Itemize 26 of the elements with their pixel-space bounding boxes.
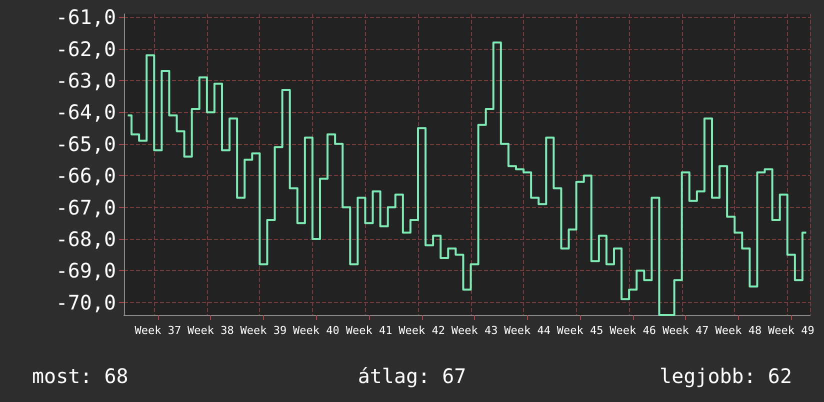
y-tick-label: -68,0 (56, 226, 116, 251)
x-tick-label: Week 49 (768, 324, 814, 337)
x-tick-label: Week 47 (662, 324, 709, 337)
x-tick-label: Week 40 (293, 324, 340, 337)
text: legjobb: 62 (660, 364, 792, 388)
x-tick-label: Week 39 (240, 324, 287, 337)
text: most: 68 (32, 364, 128, 388)
y-tick-label: -61,0 (56, 5, 116, 30)
x-tick-label: Week 41 (346, 324, 392, 337)
text: átlag: 67 (358, 364, 466, 388)
x-tick-label: Week 38 (188, 324, 234, 337)
y-tick-label: -66,0 (56, 164, 116, 188)
y-tick-label: -64,0 (56, 100, 116, 124)
x-tick-label: Week 37 (134, 324, 182, 337)
y-tick-label: -62,0 (56, 36, 116, 61)
y-tick-label: -67,0 (56, 195, 116, 220)
x-tick-label: Week 44 (504, 324, 551, 337)
x-tick-label: Week 48 (715, 324, 762, 337)
x-tick-label: Week 43 (451, 324, 498, 337)
y-tick-label: -63,0 (56, 68, 116, 93)
y-tick-label: -65,0 (56, 132, 116, 156)
x-tick-label: Week 46 (610, 324, 656, 337)
y-tick-label: -69,0 (56, 258, 116, 283)
y-tick-label: -70,0 (56, 290, 116, 314)
x-tick-label: Week 45 (556, 324, 604, 337)
x-tick-label: Week 42 (398, 324, 445, 337)
